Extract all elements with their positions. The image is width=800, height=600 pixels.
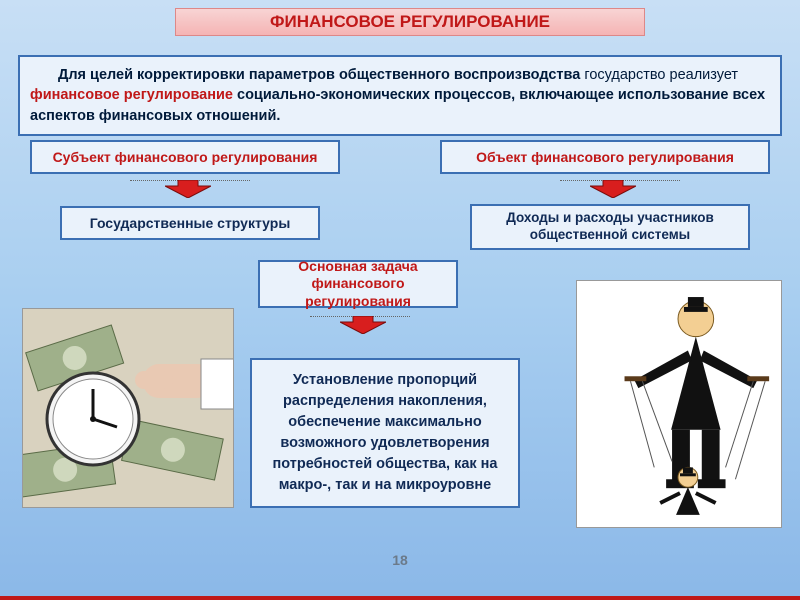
subject-header-box: Субъект финансового регулирования xyxy=(30,140,340,174)
footer-rule xyxy=(0,596,800,600)
illustration-right xyxy=(576,280,782,528)
object-item: Доходы и расходы участников общественной… xyxy=(472,210,748,244)
illustration-left xyxy=(22,308,234,508)
page-title: ФИНАНСОВОЕ РЕГУЛИРОВАНИЕ xyxy=(175,8,645,36)
intro-lead: Для целей корректировки параметров общес… xyxy=(58,67,580,83)
intro-red: финансовое регулирование xyxy=(30,87,233,103)
subject-header: Субъект финансового регулирования xyxy=(53,149,318,165)
task-result: Установление пропорций распределения нак… xyxy=(260,370,510,496)
intro-mid: государство реализует xyxy=(580,67,738,83)
task-label: Основная задача финансового регулировани… xyxy=(260,258,456,311)
subject-item-box: Государственные структуры xyxy=(60,206,320,240)
object-header-box: Объект финансового регулирования xyxy=(440,140,770,174)
page-number: 18 xyxy=(0,552,800,568)
object-header: Объект финансового регулирования xyxy=(476,149,734,165)
money-clock-icon xyxy=(23,309,234,508)
object-item-box: Доходы и расходы участников общественной… xyxy=(470,204,750,250)
intro-paragraph: Для целей корректировки параметров общес… xyxy=(18,55,782,136)
arrow-down-icon xyxy=(590,180,636,198)
puppeteer-icon xyxy=(577,280,781,528)
title-text: ФИНАНСОВОЕ РЕГУЛИРОВАНИЕ xyxy=(270,12,550,32)
task-label-box: Основная задача финансового регулировани… xyxy=(258,260,458,308)
task-result-box: Установление пропорций распределения нак… xyxy=(250,358,520,508)
arrow-down-icon xyxy=(340,316,386,334)
subject-item: Государственные структуры xyxy=(90,215,291,231)
arrow-down-icon xyxy=(165,180,211,198)
